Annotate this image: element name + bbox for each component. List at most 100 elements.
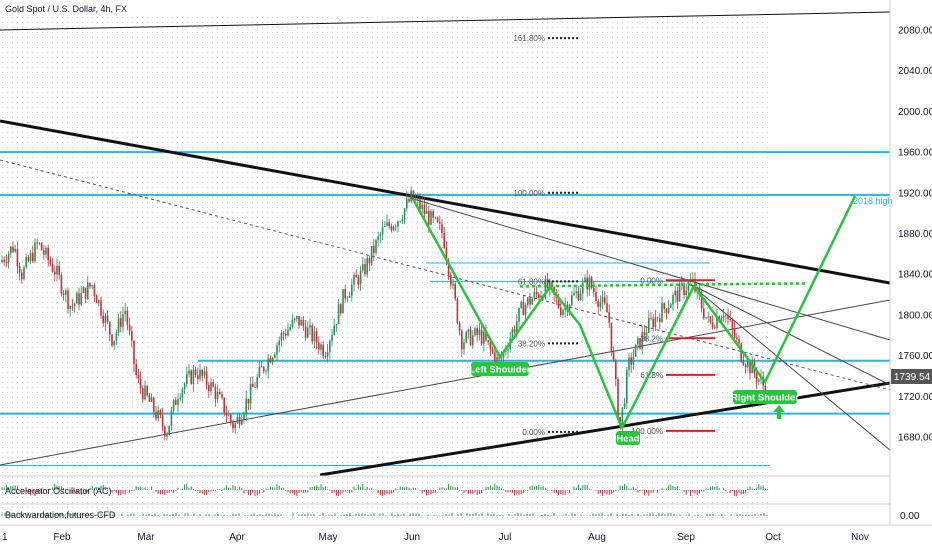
time-tick-label: Mar — [137, 532, 155, 543]
candle-body — [230, 414, 232, 422]
candle-body — [142, 388, 144, 400]
candle-body — [157, 410, 159, 419]
candle-body — [656, 317, 659, 319]
candle-body — [256, 376, 258, 388]
candle-body — [637, 338, 639, 345]
candle-body — [388, 222, 390, 227]
fib-level-label: 61.80% — [518, 277, 545, 286]
candle-body — [681, 283, 683, 285]
candle-body — [82, 287, 85, 293]
candle-body — [652, 318, 654, 328]
candle-body — [309, 325, 311, 328]
candle-body — [80, 292, 82, 305]
candle-body — [357, 277, 360, 285]
candle-body — [586, 277, 588, 290]
candle-body — [243, 413, 245, 421]
candle-body — [58, 265, 60, 276]
candle-body — [346, 297, 349, 299]
candle-body — [49, 259, 52, 265]
candle-body — [93, 285, 96, 296]
candle-body — [344, 289, 346, 299]
candle-body — [731, 320, 734, 329]
candle-body — [736, 337, 738, 340]
candle-body — [23, 267, 25, 280]
candle-body — [720, 317, 723, 322]
time-tick-label: Jun — [404, 532, 420, 543]
candle-body — [106, 315, 109, 322]
candle-body — [175, 400, 177, 405]
candle-body — [238, 417, 241, 425]
candle-body — [423, 204, 426, 214]
candle-body — [370, 245, 373, 264]
candle-body — [172, 400, 175, 411]
candle-body — [155, 411, 157, 419]
time-tick-label: Aug — [588, 532, 606, 543]
candle-body — [146, 385, 148, 396]
candle-body — [645, 332, 648, 335]
candle-body — [496, 357, 498, 364]
candle-body — [491, 348, 494, 353]
price-tick-label: 1960.00 — [898, 148, 932, 159]
candle-body — [725, 314, 727, 316]
candle-body — [597, 300, 599, 307]
candle-body — [461, 330, 463, 350]
candle-body — [133, 340, 135, 365]
candle-body — [615, 360, 617, 380]
candle-body — [153, 397, 155, 412]
fib-level-label: 100.00% — [631, 427, 663, 436]
candle-body — [337, 304, 340, 325]
candle-body — [18, 266, 21, 273]
candle-body — [192, 369, 195, 384]
candle-body — [621, 407, 624, 427]
price-axis[interactable]: 2080.00 2040.00 2000.00 1960.00 1920.00 1880.… — [898, 26, 932, 444]
candle-body — [665, 308, 668, 313]
candle-body — [410, 190, 412, 202]
neckline-dotted — [519, 282, 809, 288]
candle-body — [560, 307, 562, 316]
fan-line-mid — [689, 283, 891, 386]
candle-body — [663, 303, 665, 309]
candle-body — [269, 358, 272, 363]
candle-body — [667, 307, 670, 313]
candle-body — [280, 332, 283, 341]
candle-body — [494, 352, 496, 364]
candle-body — [298, 316, 300, 326]
candle-body — [117, 318, 120, 333]
candle-body — [511, 329, 514, 339]
candle-body — [397, 221, 399, 227]
time-tick-label: Oct — [765, 532, 781, 543]
candle-body — [100, 300, 102, 316]
candle-body — [518, 307, 520, 322]
candle-body — [593, 287, 595, 293]
candle-body — [287, 329, 289, 336]
pattern-label-background — [471, 362, 529, 376]
time-axis[interactable]: 1 Feb Mar Apr May Jun Jul Aug Sep Oct Nov — [2, 532, 869, 543]
candle-body — [214, 386, 217, 400]
candle-body — [326, 351, 329, 357]
candle-body — [588, 277, 591, 290]
candle-body — [34, 242, 36, 262]
candle-body — [285, 333, 287, 336]
candle-body — [623, 403, 626, 408]
candle-body — [27, 257, 30, 262]
candle-body — [329, 341, 331, 352]
candle-body — [109, 321, 111, 335]
candle-body — [166, 434, 168, 437]
candle-body — [601, 297, 604, 302]
candle-body — [7, 253, 10, 263]
candle-body — [648, 318, 650, 333]
candle-body — [579, 293, 582, 300]
candle-body — [755, 373, 758, 382]
candle-body — [498, 357, 500, 360]
candle-body — [40, 243, 43, 251]
candle-body — [258, 366, 261, 377]
candle-body — [322, 344, 324, 357]
candle-body — [247, 398, 250, 404]
time-tick-label: May — [319, 532, 338, 543]
candle-body — [14, 248, 16, 252]
candle-body — [139, 378, 142, 389]
candle-body — [1, 259, 3, 262]
candle-body — [124, 310, 126, 315]
